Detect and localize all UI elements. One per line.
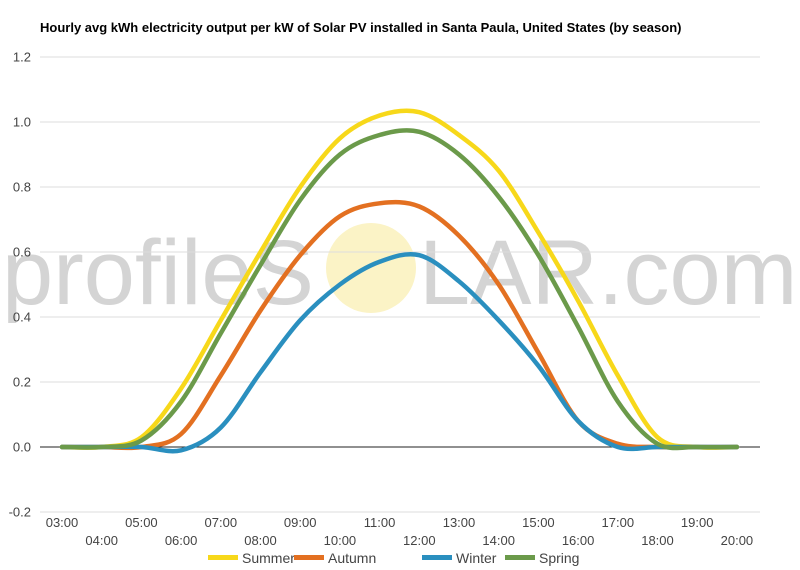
series-line-summer bbox=[59, 108, 740, 450]
x-tick-label: 12:00 bbox=[403, 533, 436, 548]
y-tick-label: 0.6 bbox=[13, 245, 31, 260]
y-tick-label: -0.2 bbox=[9, 505, 31, 520]
legend-swatch-summer bbox=[208, 555, 238, 560]
watermark-text-right: LAR.com bbox=[419, 222, 797, 324]
y-tick-label: 0.2 bbox=[13, 375, 31, 390]
x-tick-label: 17:00 bbox=[602, 515, 635, 530]
legend: Summer Autumn Winter Spring bbox=[208, 550, 579, 566]
watermark-sun bbox=[326, 223, 416, 313]
y-tick-label: 1.0 bbox=[13, 115, 31, 130]
y-axis: -0.2 0.0 0.2 0.4 0.6 0.8 1.0 1.2 bbox=[9, 50, 31, 520]
legend-label-spring: Spring bbox=[539, 550, 579, 566]
x-tick-label: 06:00 bbox=[165, 533, 198, 548]
y-tick-label: 1.2 bbox=[13, 50, 31, 65]
x-tick-label: 15:00 bbox=[522, 515, 555, 530]
legend-swatch-spring bbox=[505, 555, 535, 560]
x-tick-label: 04:00 bbox=[85, 533, 118, 548]
x-tick-label: 11:00 bbox=[364, 515, 396, 530]
x-tick-label: 03:00 bbox=[46, 515, 79, 530]
y-tick-label: 0.4 bbox=[13, 310, 31, 325]
x-tick-label: 19:00 bbox=[681, 515, 714, 530]
legend-swatch-winter bbox=[422, 555, 452, 560]
y-tick-label: 0.0 bbox=[13, 440, 31, 455]
legend-label-autumn: Autumn bbox=[328, 550, 376, 566]
x-tick-label: 20:00 bbox=[721, 533, 754, 548]
legend-swatch-autumn bbox=[294, 555, 324, 560]
x-tick-label: 05:00 bbox=[125, 515, 158, 530]
y-tick-label: 0.8 bbox=[13, 180, 31, 195]
legend-label-summer: Summer bbox=[242, 550, 295, 566]
x-tick-label: 09:00 bbox=[284, 515, 317, 530]
grid bbox=[40, 56, 760, 513]
x-tick-label: 13:00 bbox=[443, 515, 476, 530]
x-tick-label: 16:00 bbox=[562, 533, 595, 548]
x-tick-label: 18:00 bbox=[641, 533, 674, 548]
x-tick-label: 08:00 bbox=[244, 533, 277, 548]
watermark: profileS LAR.com bbox=[2, 222, 797, 324]
legend-label-winter: Winter bbox=[456, 550, 497, 566]
x-tick-label: 14:00 bbox=[482, 533, 515, 548]
series-line-spring bbox=[59, 128, 740, 451]
x-tick-label: 10:00 bbox=[324, 533, 357, 548]
x-axis: 03:00 04:00 05:00 06:00 07:00 08:00 09:00 10:00… bbox=[46, 515, 753, 548]
series-line-autumn bbox=[59, 199, 740, 451]
x-tick-label: 07:00 bbox=[205, 515, 238, 530]
series-lines bbox=[59, 108, 740, 454]
chart-title: Hourly avg kWh electricity output per kW… bbox=[40, 20, 682, 35]
series-line-winter bbox=[59, 251, 740, 454]
